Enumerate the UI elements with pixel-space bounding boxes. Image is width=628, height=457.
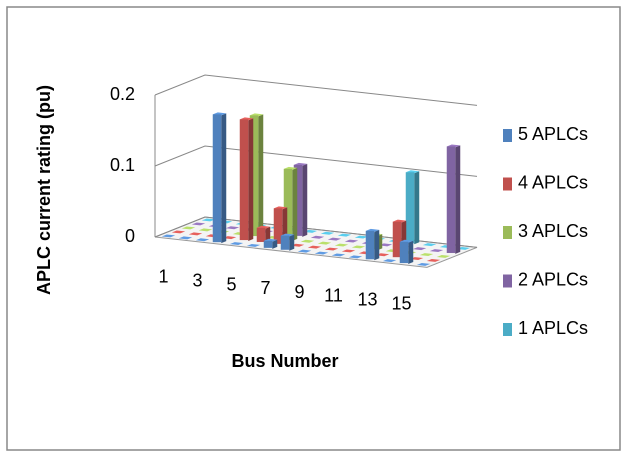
x-tick-label: 9 bbox=[294, 282, 304, 302]
bar-top bbox=[201, 218, 216, 222]
bar-top bbox=[314, 251, 329, 255]
legend-swatch bbox=[503, 177, 512, 191]
bar-top bbox=[307, 245, 322, 249]
bar-top bbox=[419, 253, 434, 257]
bar bbox=[239, 119, 249, 241]
bar-side bbox=[248, 118, 254, 242]
bar-top bbox=[412, 247, 427, 251]
legend-swatch bbox=[503, 129, 512, 142]
bar-side bbox=[289, 234, 295, 251]
bar-top bbox=[436, 254, 451, 258]
bar-top bbox=[310, 235, 325, 239]
legend-label: 1 APLCs bbox=[518, 318, 588, 338]
y-tick-label: 0.1 bbox=[110, 155, 135, 175]
grid-line bbox=[154, 216, 478, 248]
bar-top bbox=[188, 232, 203, 236]
bar-side bbox=[272, 239, 278, 249]
bar-top bbox=[416, 262, 431, 266]
bar bbox=[256, 227, 266, 242]
bar-side bbox=[374, 229, 380, 261]
x-tick-label: 15 bbox=[391, 293, 411, 313]
bar bbox=[263, 240, 273, 248]
y-axis-title: APLC current rating (pu) bbox=[34, 85, 54, 295]
bar-top bbox=[337, 233, 352, 237]
bar bbox=[399, 241, 409, 264]
x-tick-label: 7 bbox=[260, 278, 270, 298]
x-tick-label: 13 bbox=[357, 290, 377, 310]
legend-label: 4 APLCs bbox=[518, 172, 588, 192]
bar-top bbox=[181, 226, 196, 230]
bar-top bbox=[354, 235, 369, 239]
bar-top bbox=[382, 259, 397, 263]
legend-label: 5 APLCs bbox=[518, 124, 588, 144]
bar bbox=[249, 115, 259, 237]
bar bbox=[273, 208, 283, 244]
legend-label: 2 APLCs bbox=[518, 269, 588, 289]
bar-top bbox=[422, 243, 437, 247]
bar-top bbox=[341, 249, 356, 253]
bar bbox=[392, 221, 402, 258]
bar-side bbox=[258, 114, 264, 238]
bar-top bbox=[225, 226, 240, 230]
bar-side bbox=[455, 145, 461, 254]
bar-top bbox=[429, 249, 444, 253]
bar bbox=[280, 235, 290, 250]
bar-top bbox=[331, 253, 346, 257]
x-tick-label: 5 bbox=[226, 274, 236, 294]
bar-top bbox=[171, 230, 186, 234]
bar-top bbox=[348, 255, 363, 259]
bar-top bbox=[324, 247, 339, 251]
bar-top bbox=[300, 239, 315, 243]
x-tick-label: 3 bbox=[192, 271, 202, 291]
bar-top bbox=[195, 238, 210, 242]
grid-line bbox=[154, 145, 478, 177]
bar-top bbox=[344, 239, 359, 243]
bar-side bbox=[302, 163, 308, 237]
x-axis-title: Bus Number bbox=[231, 351, 338, 371]
bar-top bbox=[297, 249, 312, 253]
bar bbox=[446, 146, 456, 253]
bar-top bbox=[191, 222, 206, 226]
bar-top bbox=[198, 228, 213, 232]
legend-swatch bbox=[503, 323, 512, 336]
x-tick-label: 1 bbox=[158, 267, 168, 287]
bar bbox=[212, 114, 222, 243]
y-tick-label: 0.2 bbox=[110, 84, 135, 104]
bar bbox=[405, 172, 415, 244]
chart-frame bbox=[6, 6, 621, 451]
bar-top bbox=[351, 245, 366, 249]
bar bbox=[293, 164, 303, 236]
bar-top bbox=[317, 241, 332, 245]
legend-label: 3 APLCs bbox=[518, 221, 588, 241]
grid-line bbox=[154, 74, 478, 106]
bar-top bbox=[334, 243, 349, 247]
bar-top bbox=[327, 237, 342, 241]
bar-top bbox=[178, 236, 193, 240]
bar-side bbox=[414, 171, 420, 245]
x-tick-label: 11 bbox=[324, 286, 343, 306]
bar-top bbox=[426, 258, 441, 262]
bar-side bbox=[408, 240, 414, 265]
legend-swatch bbox=[503, 274, 512, 288]
bar-top bbox=[246, 243, 261, 247]
bar-side bbox=[221, 113, 227, 244]
bar bbox=[365, 230, 375, 260]
y-tick-label: 0 bbox=[125, 226, 135, 246]
legend-swatch bbox=[503, 226, 512, 239]
bar-side bbox=[292, 167, 298, 241]
bar-top bbox=[229, 242, 244, 246]
bar bbox=[283, 168, 293, 240]
bar-top bbox=[320, 231, 335, 235]
bar-top bbox=[161, 234, 176, 238]
